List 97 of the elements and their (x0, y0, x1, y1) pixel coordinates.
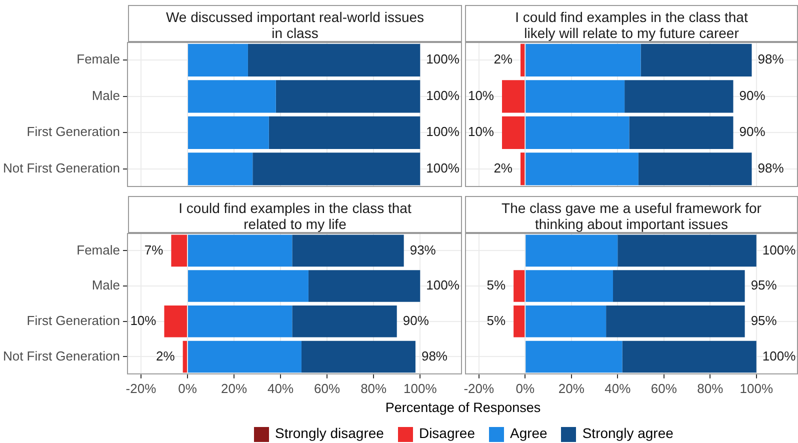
bar (308, 270, 420, 302)
annotation: 98% (758, 52, 784, 67)
bar (188, 152, 253, 186)
bar (526, 340, 622, 373)
bar (514, 305, 525, 338)
bar (292, 305, 397, 338)
bar (638, 152, 752, 186)
x-tick-label: 80% (360, 380, 388, 396)
x-tick-label: 60% (314, 380, 341, 396)
bar (514, 270, 525, 302)
bar (526, 270, 613, 302)
x-tick-label: 20% (221, 380, 248, 396)
annotation: 100% (762, 242, 796, 258)
y-tick-label: Male (92, 88, 120, 103)
bar (301, 340, 416, 373)
bar (248, 44, 420, 76)
bar (502, 116, 525, 149)
bar (171, 234, 187, 267)
bar (188, 234, 292, 267)
chart-title: The class gave me a useful framework for thinking about important issues (465, 196, 798, 233)
y-tick-label: Female (76, 242, 120, 258)
bar (502, 80, 525, 113)
bar (182, 340, 187, 373)
bar (276, 80, 420, 113)
legend-label: Strongly agree (582, 425, 674, 441)
chart-title: We discussed important real-world issues in class (128, 5, 462, 42)
chart-title: I could find examples in the class that likely will relate to my future career (465, 5, 798, 42)
annotation: 100% (762, 348, 796, 364)
bar (613, 270, 745, 302)
bar (526, 234, 618, 267)
annotation: 10% (130, 312, 157, 328)
y-tick-label: First Generation (26, 312, 120, 328)
bar (526, 44, 641, 76)
y-tick-label: First Generation (26, 124, 120, 140)
annotation: 100% (426, 52, 460, 67)
x-tick-label: 0% (516, 380, 535, 396)
bar (640, 44, 752, 76)
bar (526, 305, 606, 338)
x-axis-title: Percentage of Responses (384, 400, 542, 415)
bar (606, 305, 745, 338)
bar (526, 116, 630, 149)
legend-label: Agree (510, 425, 548, 441)
chart-title: I could find examples in the class that related to my life (128, 196, 462, 233)
bar (188, 44, 248, 76)
x-tick-label: 60% (650, 380, 678, 396)
annotation: 10% (468, 124, 494, 140)
bar (164, 305, 187, 338)
annotation: 90% (402, 312, 430, 328)
legend-label: Strongly disagree (275, 425, 384, 441)
bar (252, 152, 420, 186)
bar (268, 116, 420, 149)
x-tick-label: 20% (558, 380, 585, 396)
annotation: 93% (410, 242, 436, 258)
bar (188, 80, 276, 113)
x-tick-label: -20% (126, 380, 157, 396)
x-tick-label: 80% (697, 380, 724, 396)
annotation: 90% (739, 124, 766, 140)
annotation: 2% (156, 348, 176, 364)
bar (188, 270, 308, 302)
y-tick-label: Not First Generation (2, 348, 120, 364)
bar (188, 305, 292, 338)
annotation: 100% (426, 88, 460, 103)
bar (526, 152, 638, 186)
annotation: 7% (144, 242, 164, 258)
bar (188, 340, 302, 373)
bar (618, 234, 756, 267)
annotation: 5% (486, 278, 506, 293)
annotation: 2% (494, 160, 513, 176)
bar (292, 234, 404, 267)
x-tick-label: -20% (464, 380, 494, 396)
bar (629, 116, 734, 149)
y-tick-label: Male (92, 278, 120, 293)
x-tick-label: 40% (268, 380, 294, 396)
x-tick-label: 40% (604, 380, 632, 396)
y-tick-label: Female (76, 52, 120, 67)
annotation: 90% (739, 88, 766, 103)
annotation: 95% (750, 278, 778, 293)
annotation: 5% (486, 312, 506, 328)
annotation: 95% (750, 312, 778, 328)
annotation: 98% (758, 160, 784, 176)
annotation: 100% (426, 124, 460, 140)
bar (188, 116, 269, 149)
x-tick-label: 100% (740, 380, 774, 396)
bar (520, 44, 525, 76)
annotation: 100% (426, 160, 460, 176)
x-tick-label: 0% (178, 380, 198, 396)
x-tick-label: 100% (404, 380, 438, 396)
annotation: 100% (426, 278, 460, 293)
bar (520, 152, 525, 186)
bar (624, 80, 734, 113)
annotation: 2% (494, 52, 513, 67)
annotation: 98% (421, 348, 448, 364)
legend-label: Disagree (418, 425, 475, 441)
bar (526, 80, 625, 113)
y-tick-label: Not First Generation (2, 160, 120, 176)
annotation: 10% (468, 88, 494, 103)
bar (622, 340, 756, 373)
